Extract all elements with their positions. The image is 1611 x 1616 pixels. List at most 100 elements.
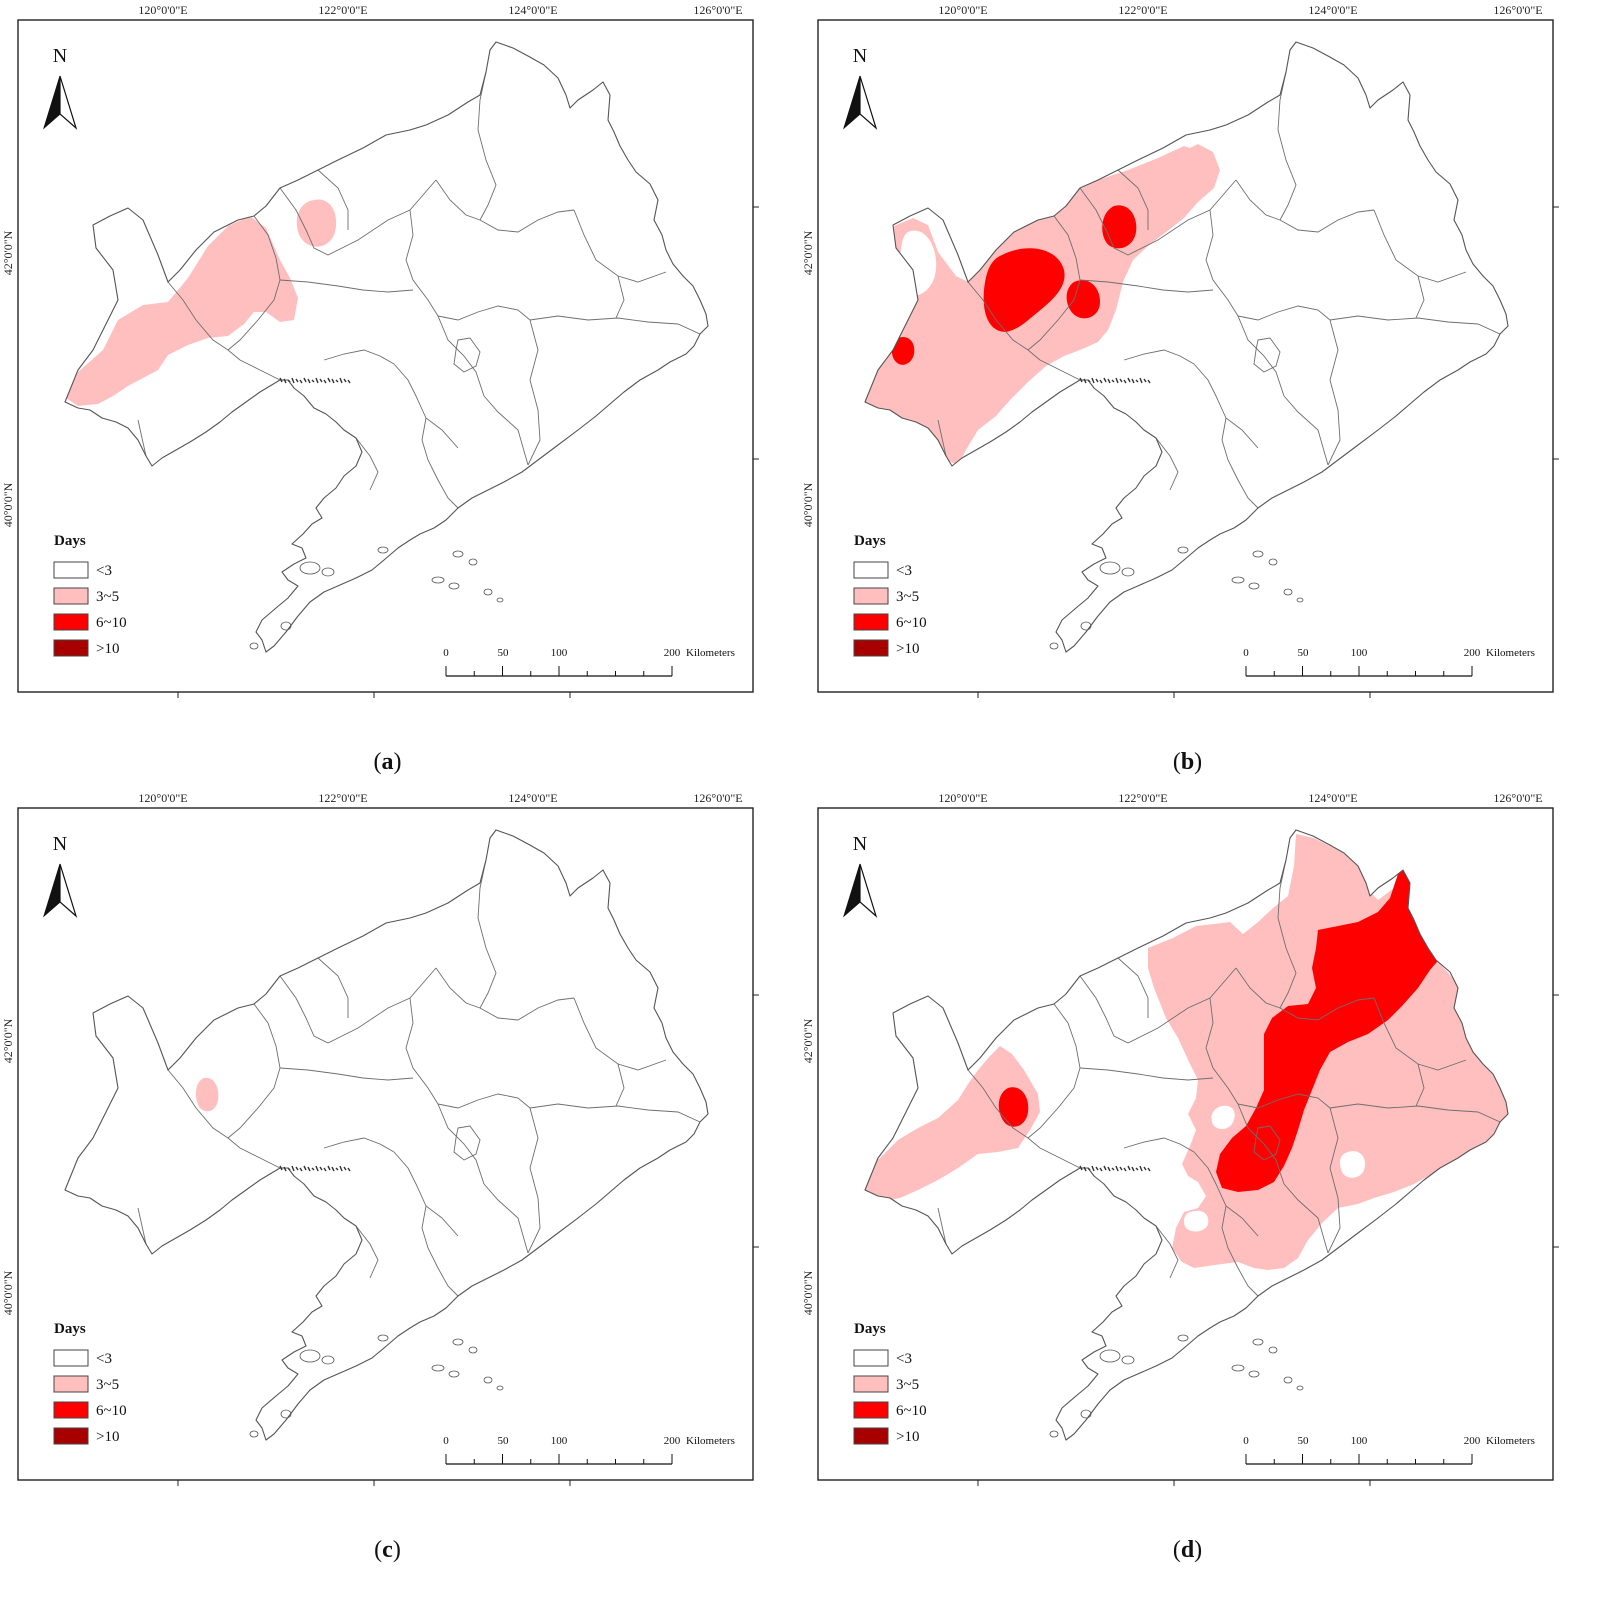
map-panel-b: 120°0'0"E 122°0'0"E 124°0'0"E 126°0'0"E 42°0… (801, 3, 1559, 775)
island (448, 1370, 460, 1378)
county-boundary (483, 395, 529, 466)
county-boundary (227, 1003, 281, 1139)
county-boundary (227, 215, 281, 351)
coast-mark (1087, 1167, 1091, 1171)
county-boundary (1415, 1063, 1425, 1107)
province-outline (864, 829, 1509, 1441)
coast-mark (343, 378, 347, 383)
county-boundary (1329, 315, 1501, 335)
island (280, 621, 292, 631)
longitude-label: 120°0'0"E (138, 3, 187, 17)
map-area (64, 829, 709, 1441)
coast-mark (279, 1165, 283, 1171)
county-boundary (1117, 169, 1149, 230)
legend-swatch (853, 561, 889, 579)
hazard-zone-3-5 (66, 216, 298, 406)
county-boundary (1237, 305, 1331, 321)
coast-mark (1111, 379, 1115, 383)
scale-bar: 0 50 100 200 Kilometers (443, 647, 735, 677)
coast-mark (347, 1167, 351, 1172)
latitude-label: 40°0'0"N (1, 482, 15, 527)
island (1099, 1349, 1121, 1363)
county-boundary (279, 1067, 414, 1081)
island (431, 1364, 445, 1372)
county-boundaries (137, 71, 701, 509)
longitude-label: 126°0'0"E (693, 3, 742, 17)
coast-mark (1143, 1166, 1147, 1171)
hazard-zone-6-10 (891, 336, 915, 365)
county-boundary (1155, 1225, 1179, 1279)
coast-mark (1123, 1167, 1127, 1172)
county-boundary (137, 1207, 147, 1245)
island (448, 582, 460, 590)
panel-caption: (a) (374, 749, 402, 775)
county-boundary (1039, 359, 1081, 381)
coast-mark (1083, 1166, 1087, 1172)
islands (249, 546, 504, 650)
island (468, 1346, 478, 1354)
county-boundary (1253, 337, 1281, 373)
island (1080, 1409, 1092, 1419)
county-boundary (239, 359, 281, 381)
coast-mark (327, 1165, 331, 1171)
county-boundary (393, 1151, 459, 1237)
latitude-label: 42°0'0"N (1, 1018, 15, 1063)
coast-mark (1087, 379, 1091, 383)
county-boundary (1235, 179, 1375, 233)
island (249, 1430, 259, 1438)
coast-mark (1127, 1165, 1131, 1171)
county-boundary (1079, 967, 1237, 1044)
legend: Days <3 3~5 6~10 >10 (853, 1321, 927, 1445)
panel-caption: (b) (1173, 749, 1202, 775)
coast-mark (291, 1165, 295, 1172)
island (468, 558, 478, 566)
legend-swatch (53, 561, 89, 579)
latitude-label: 40°0'0"N (1, 1270, 15, 1315)
coast-mark (1147, 1167, 1151, 1172)
coast-mark (287, 379, 291, 383)
scale-tick-label: 0 (443, 1435, 449, 1447)
island (1121, 567, 1135, 577)
hazard-zone-3-5 (865, 1046, 1040, 1202)
islands (1049, 1334, 1304, 1438)
scale-unit: Kilometers (686, 1435, 735, 1447)
island (1296, 1385, 1304, 1391)
north-arrow-label: N (53, 45, 67, 67)
county-boundary (1237, 315, 1285, 397)
scale-tick-label: 0 (443, 647, 449, 659)
latitude-label: 42°0'0"N (801, 230, 815, 275)
legend-label: 6~10 (896, 1403, 927, 1419)
county-boundary (1123, 1137, 1195, 1153)
county-boundary (1373, 997, 1467, 1071)
coast-mark (311, 379, 315, 383)
coast-mark (1139, 377, 1143, 384)
coast-mark (339, 1165, 343, 1172)
county-boundary (1253, 1125, 1281, 1161)
county-boundary (1079, 279, 1214, 293)
coast-mark (1127, 377, 1131, 383)
island (431, 576, 445, 584)
hazard-zone-6-10 (1216, 868, 1442, 1192)
county-boundary (1117, 957, 1149, 1018)
county-boundary (529, 1103, 701, 1123)
county-boundary (1205, 997, 1239, 1105)
coast-mark (1107, 1166, 1111, 1172)
coast-mark (287, 1167, 291, 1171)
hazard-zone-3-5 (296, 199, 337, 247)
county-boundary (573, 997, 667, 1071)
legend-swatch (53, 1427, 89, 1445)
county-boundary (1221, 417, 1259, 509)
coast-mark (1135, 1167, 1139, 1171)
county-boundary (527, 1107, 541, 1254)
county-boundary (167, 1069, 241, 1149)
longitude-label: 126°0'0"E (1493, 791, 1542, 805)
island (1177, 546, 1189, 554)
north-arrow: N (43, 833, 78, 918)
longitude-label: 120°0'0"E (938, 791, 987, 805)
island (1283, 1376, 1293, 1384)
island (1099, 561, 1121, 575)
island (1049, 642, 1059, 650)
north-arrow: N (843, 833, 878, 918)
island (1268, 558, 1278, 566)
island (280, 1409, 292, 1419)
